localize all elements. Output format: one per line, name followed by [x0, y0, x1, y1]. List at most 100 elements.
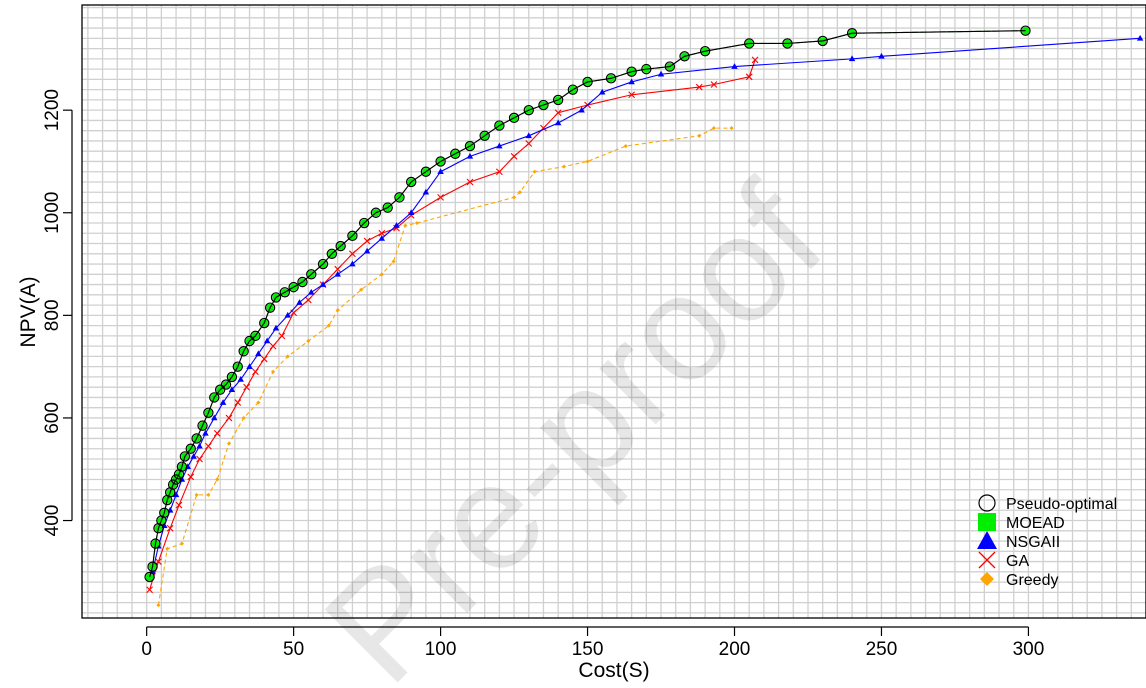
data-point-ga [525, 140, 533, 147]
data-point-pseudo-optimal [226, 371, 238, 383]
series-line-greedy [157, 127, 732, 606]
legend-symbol-nsgaii [977, 531, 997, 549]
data-point-pseudo-optimal [176, 461, 188, 472]
data-point-pseudo-optimal [279, 287, 291, 298]
data-point-pseudo-optimal [179, 451, 191, 462]
data-point-greedy [511, 195, 517, 200]
data-point-ga [146, 586, 153, 594]
data-point-nsgaii [319, 281, 327, 287]
data-point-pseudo-optimal [197, 420, 208, 431]
data-point-pseudo-optimal [159, 507, 170, 519]
data-point-pseudo-optimal [394, 192, 405, 203]
data-point-nsgaii [407, 209, 415, 216]
data-point-greedy [729, 126, 734, 131]
data-point-ga [554, 109, 562, 117]
data-point-greedy [285, 354, 290, 359]
data-point-pseudo-optimal [641, 63, 652, 75]
data-point-pseudo-optimal [270, 292, 282, 303]
data-point-ga [205, 442, 212, 450]
data-point-pseudo-optimal [220, 379, 232, 390]
legend-symbol-ga [978, 551, 996, 569]
data-point-nsgaii [255, 350, 262, 357]
data-point-pseudo-optimal [846, 28, 858, 39]
data-point-greedy [165, 546, 170, 551]
data-point-pseudo-optimal [464, 140, 476, 152]
data-point-greedy [585, 159, 590, 164]
data-point-ga [495, 168, 503, 176]
data-point-nsgaii [263, 337, 271, 344]
series-ga [146, 56, 759, 594]
data-point-pseudo-optimal [567, 84, 579, 95]
data-point-ga [175, 501, 183, 509]
data-point-ga [437, 193, 444, 201]
data-point-greedy [306, 338, 311, 344]
data-point-greedy [270, 369, 276, 374]
data-point-pseudo-optimal [209, 392, 220, 403]
data-point-pseudo-optimal [259, 317, 270, 329]
data-point-pseudo-optimal [150, 538, 161, 549]
data-point-ga [349, 250, 356, 258]
data-point-ga [243, 383, 250, 391]
data-point-nsgaii [848, 55, 856, 62]
data-point-greedy [226, 441, 232, 446]
data-point-pseudo-optimal [405, 176, 417, 188]
data-point-pseudo-optimal [232, 361, 243, 372]
legend-symbol-moead [978, 513, 996, 531]
data-point-nsgaii [525, 132, 532, 139]
series-greedy [156, 126, 734, 608]
data-point-greedy [623, 143, 628, 149]
data-point-ga [466, 178, 474, 186]
data-point-nsgaii [731, 63, 738, 69]
data-point-pseudo-optimal [699, 45, 711, 57]
y-tick-label: 1000 [42, 192, 63, 234]
x-tick-label: 100 [425, 639, 457, 660]
series-layer [144, 25, 1144, 608]
data-point-pseudo-optimal [170, 474, 182, 485]
data-point-greedy [241, 415, 246, 421]
data-point-pseudo-optimal [450, 148, 461, 159]
data-point-nsgaii [237, 376, 244, 382]
data-point-greedy [179, 541, 185, 546]
legend-item-greedy: Greedy [980, 572, 1058, 589]
data-point-ga [304, 296, 312, 304]
data-point-ga [510, 152, 518, 160]
x-tick-label: 200 [719, 639, 751, 660]
data-point-nsgaii [219, 399, 227, 405]
data-point-pseudo-optimal [306, 269, 317, 280]
data-point-greedy [359, 287, 364, 292]
data-point-nsgaii [284, 311, 291, 318]
data-point-greedy [194, 492, 199, 497]
data-point-ga [225, 414, 233, 422]
data-point-ga [196, 455, 203, 463]
data-point-pseudo-optimal [1020, 25, 1031, 36]
legend-label-nsgaii: NSGAII [1006, 534, 1060, 551]
data-point-pseudo-optimal [347, 230, 358, 242]
data-point-nsgaii [437, 168, 444, 175]
data-point-pseudo-optimal [147, 561, 158, 572]
data-point-ga [378, 229, 386, 237]
data-point-pseudo-optimal [494, 120, 505, 131]
data-point-pseudo-optimal [144, 571, 155, 583]
data-point-pseudo-optimal [358, 217, 370, 229]
data-point-ga [166, 524, 174, 532]
data-point-pseudo-optimal [479, 130, 490, 142]
data-point-pseudo-optimal [435, 156, 446, 167]
data-point-nsgaii [378, 234, 386, 241]
data-point-pseudo-optimal [817, 35, 828, 47]
data-point-ga [751, 56, 759, 64]
data-point-ga [260, 355, 268, 363]
data-point-nsgaii [296, 299, 303, 305]
data-point-nsgaii [211, 414, 218, 421]
y-axis: 400 600 800 1000 1200 [42, 89, 73, 536]
data-point-pseudo-optimal [664, 61, 676, 72]
data-point-ga [628, 91, 636, 99]
data-point-pseudo-optimal [191, 433, 202, 444]
plot-area [81, 4, 1146, 619]
data-point-nsgaii [363, 247, 371, 254]
data-point-nsgaii [1136, 34, 1144, 41]
data-point-pseudo-optimal [508, 112, 520, 124]
legend-item-ga: GA [978, 551, 1029, 570]
legend-label-ga: GA [1006, 553, 1029, 570]
x-tick-label: 300 [1013, 639, 1045, 660]
